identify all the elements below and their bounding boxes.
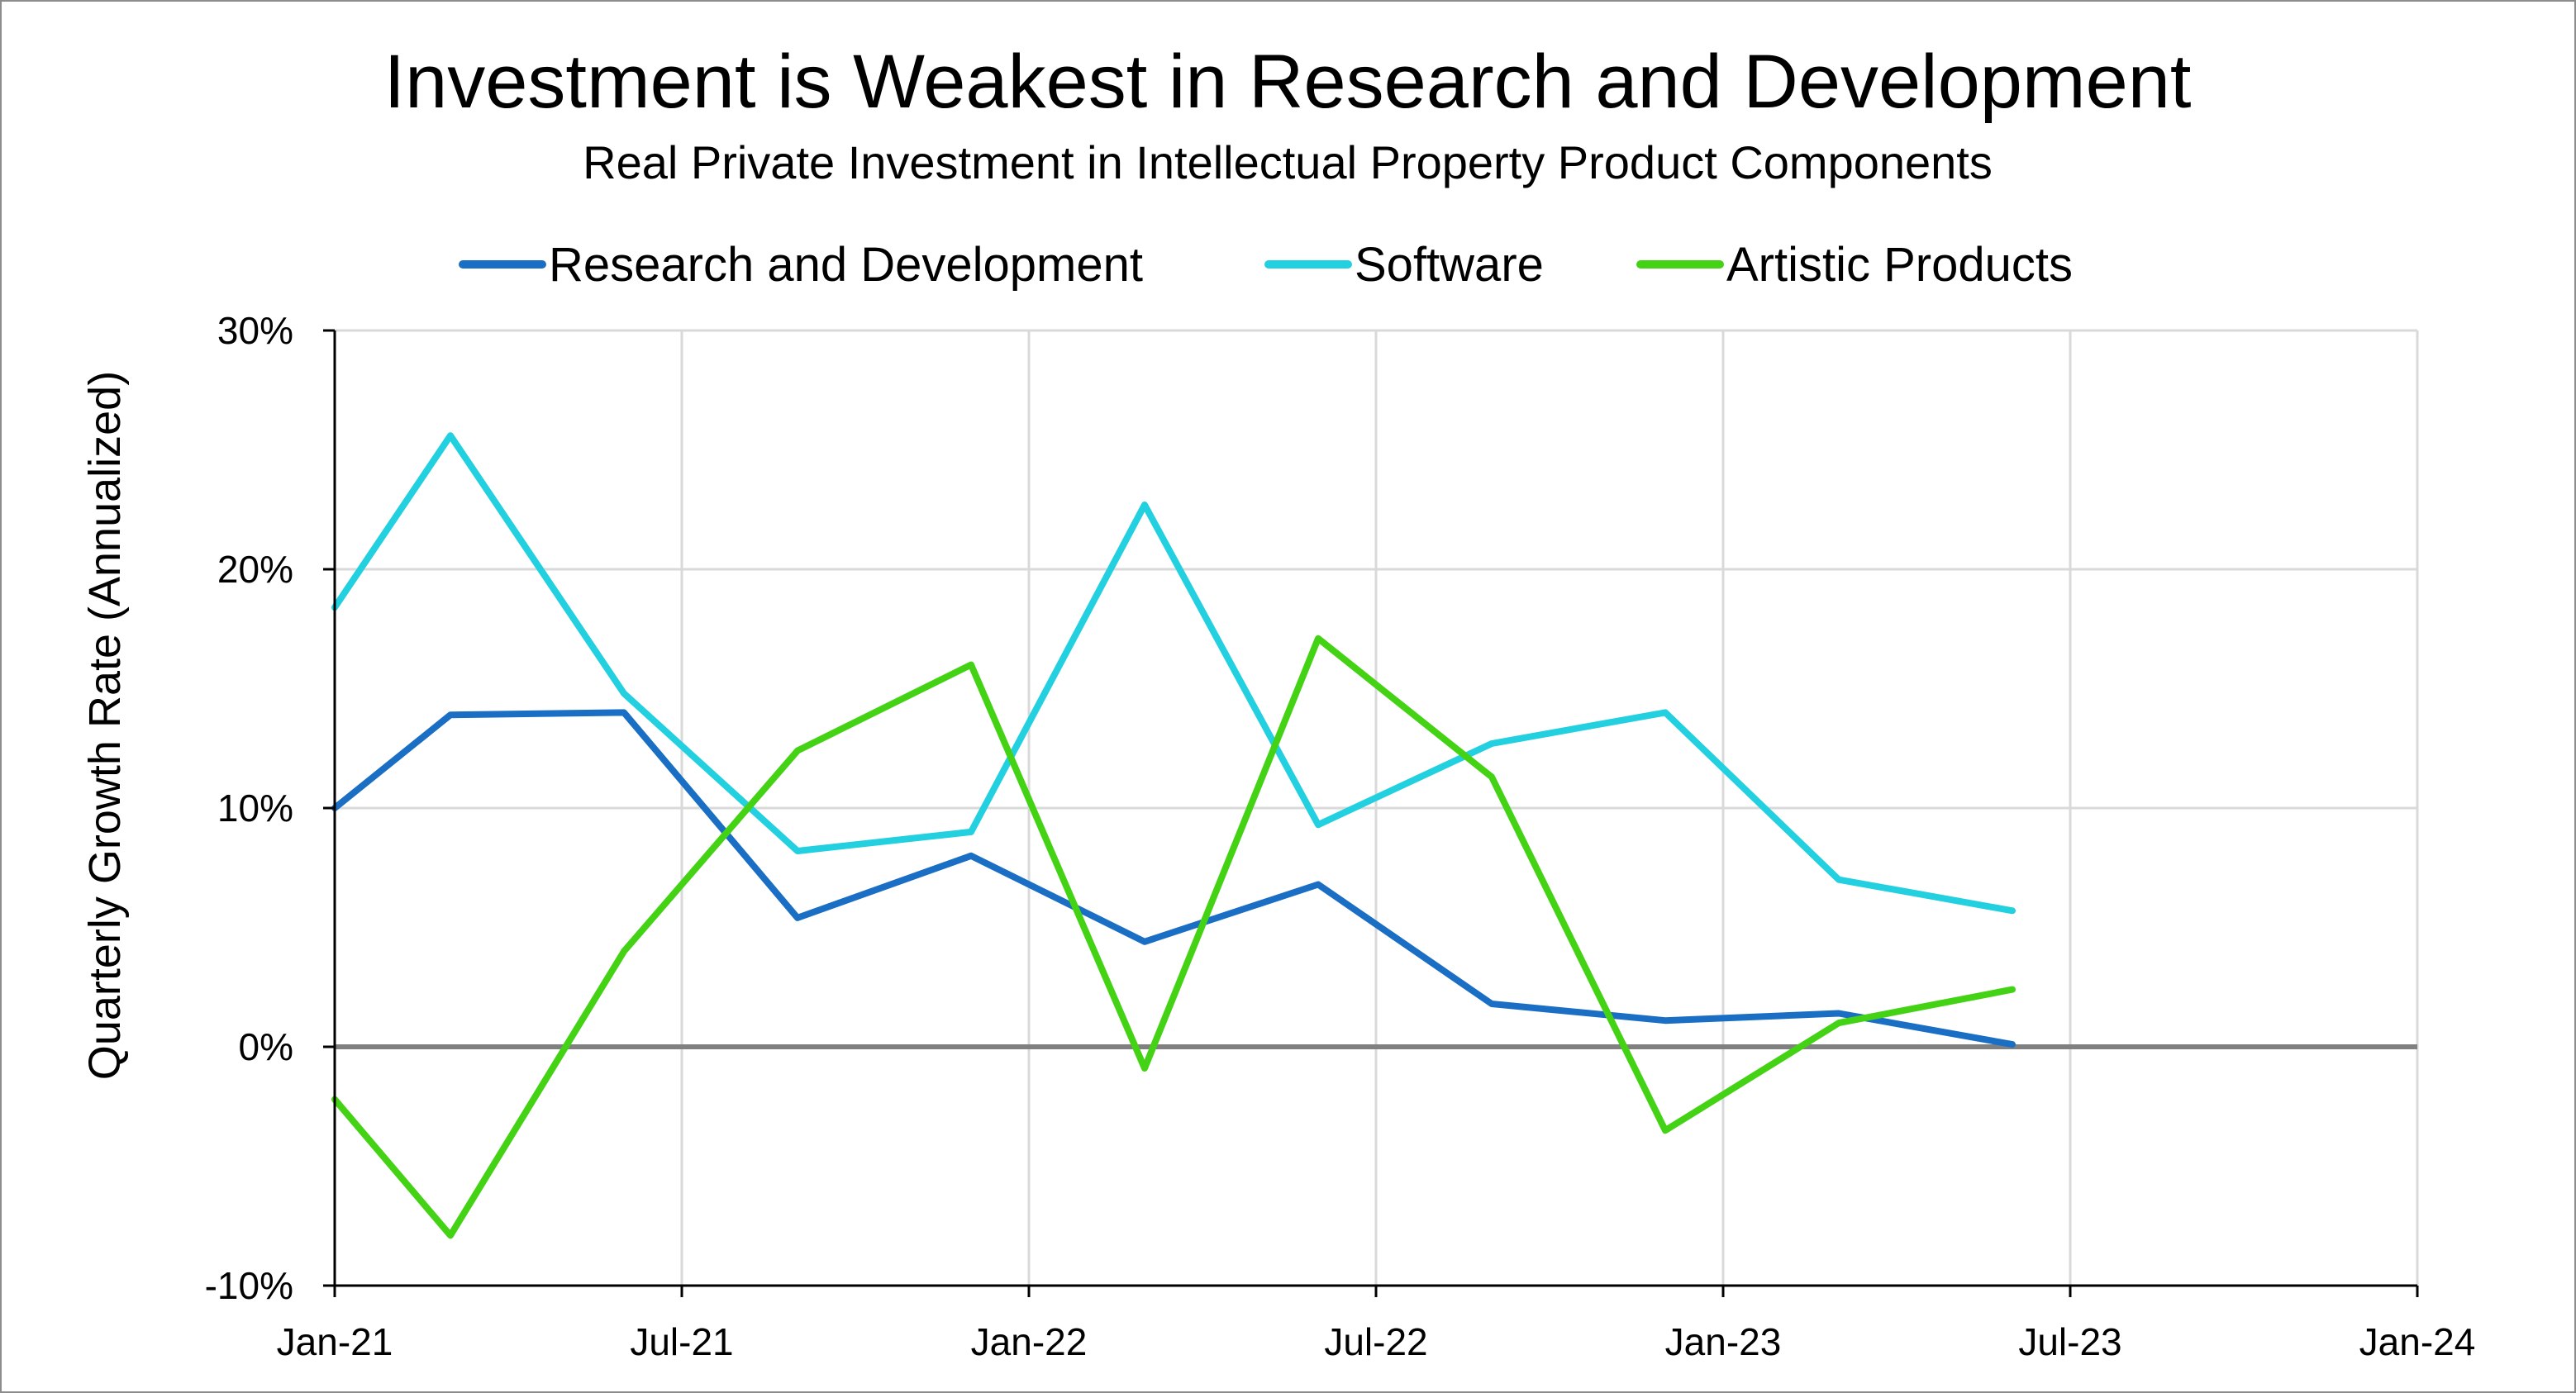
legend-label: Research and Development — [549, 238, 1143, 292]
chart-subtitle: Real Private Investment in Intellectual … — [583, 136, 1993, 188]
x-tick-label: Jul-23 — [2018, 1320, 2121, 1363]
legend-item[interactable]: Artistic Products — [1636, 238, 2073, 292]
x-tick-label: Jul-21 — [630, 1320, 733, 1363]
legend-item[interactable]: Research and Development — [459, 238, 1143, 292]
x-tick-label: Jul-22 — [1324, 1320, 1427, 1363]
series-lines — [331, 432, 2016, 1239]
y-tick-labels: -10% 0% 10% 20% 30% — [205, 309, 293, 1307]
legend-label: Artistic Products — [1726, 238, 2073, 292]
series-line-2 — [331, 635, 2016, 1239]
series-line-0 — [331, 709, 2016, 1048]
x-tick-label: Jan-22 — [971, 1320, 1088, 1363]
series-line-1 — [331, 432, 2016, 915]
y-axis-title: Quarterly Growth Rate (Annualized) — [80, 371, 130, 1080]
y-tick-label: 10% — [217, 787, 293, 830]
legend-label: Software — [1355, 238, 1544, 292]
chart-title: Investment is Weakest in Research and De… — [384, 40, 2192, 124]
x-tick-labels: Jan-21 Jul-21 Jan-22 Jul-22 Jan-23 Jul-23 Jan-… — [277, 1320, 2476, 1363]
x-tick-label: Jan-21 — [277, 1320, 393, 1363]
legend: Research and Development Software Artistic… — [459, 238, 2073, 292]
gridlines — [333, 329, 2419, 1287]
legend-item[interactable]: Software — [1264, 238, 1544, 292]
y-tick-label: -10% — [205, 1264, 293, 1307]
axes — [323, 329, 2419, 1297]
y-tick-label: 20% — [217, 548, 293, 591]
x-tick-label: Jan-24 — [2359, 1320, 2476, 1363]
y-tick-label: 30% — [217, 309, 293, 352]
x-tick-label: Jan-23 — [1665, 1320, 1782, 1363]
y-tick-label: 0% — [239, 1025, 293, 1068]
